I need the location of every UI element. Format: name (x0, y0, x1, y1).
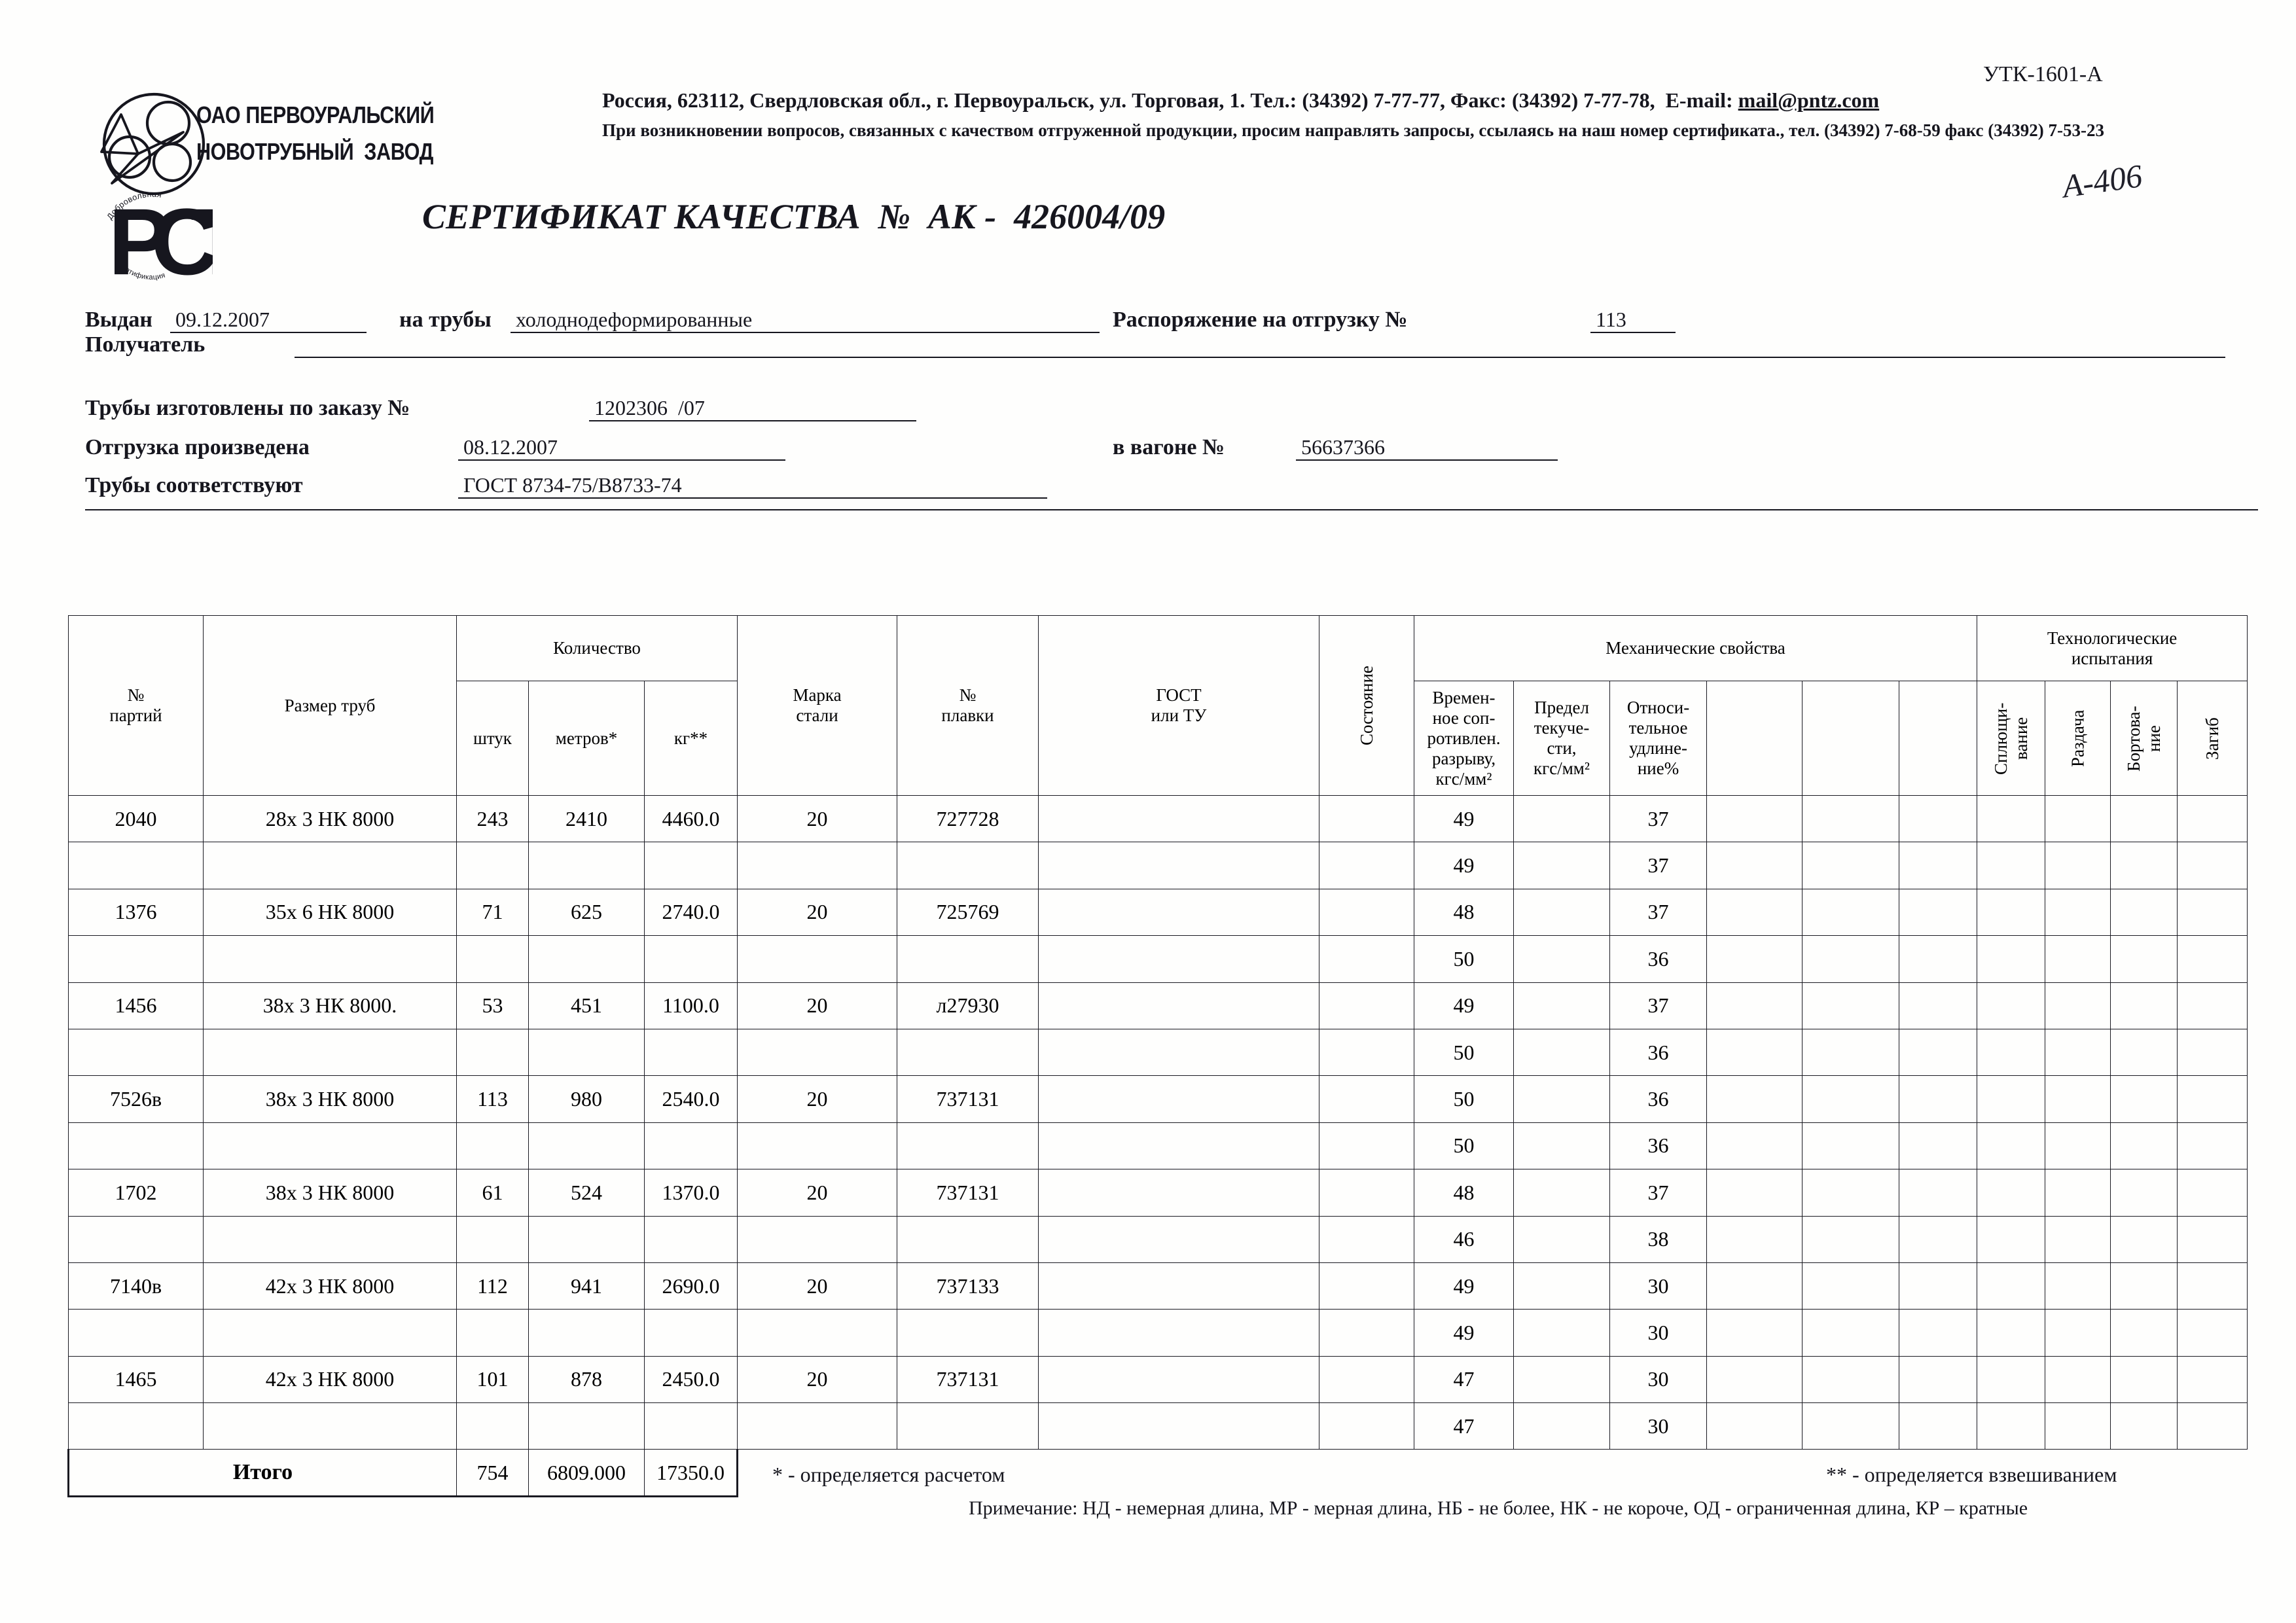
svg-text:Т: Т (190, 188, 213, 291)
